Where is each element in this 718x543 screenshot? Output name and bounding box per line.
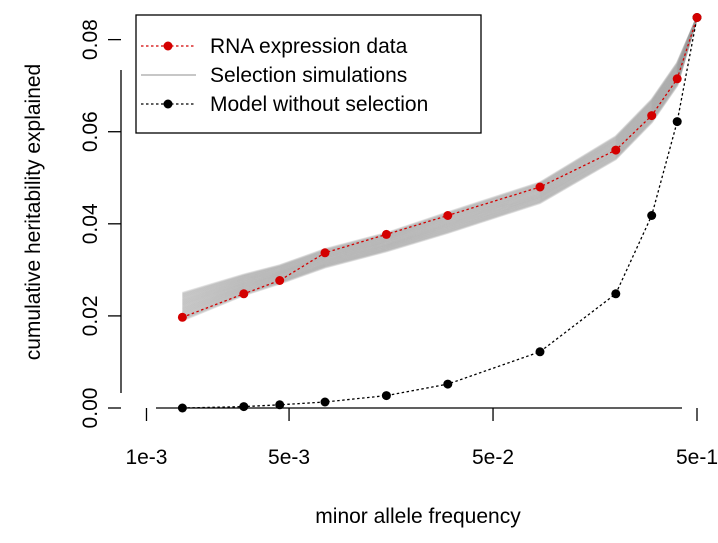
simulation-curve-7	[181, 17, 699, 317]
series-2-point-1	[239, 402, 249, 412]
x-tick-label-0: 1e-3	[125, 446, 167, 469]
legend-label-simulations: Selection simulations	[210, 64, 407, 87]
simulation-curve-14	[182, 17, 699, 312]
axes: 1e-3 5e-3 5e-2 5e-1 0.00 0.02 0.04 0.06 0.08	[79, 19, 718, 469]
simulation-curve-16	[182, 17, 699, 311]
series-2-point-4	[381, 391, 391, 401]
y-tick-label-2: 0.04	[79, 203, 102, 244]
simulation-curve-20	[182, 17, 699, 308]
series-0-point-3	[320, 248, 330, 258]
series-0-point-10	[692, 13, 702, 22]
simulation-curve-9	[182, 17, 699, 316]
legend-label-no-selection: Model without selection	[210, 93, 428, 116]
legend-marker-no-selection	[163, 99, 173, 109]
series-layer	[177, 13, 702, 413]
legend-item-rna: RNA expression data	[141, 35, 408, 58]
y-tick-label-3: 0.06	[79, 111, 102, 152]
series-0-point-2	[275, 276, 285, 285]
simulation-curve-18	[182, 17, 699, 309]
simulation-curve-17	[182, 17, 699, 310]
series-2-point-5	[443, 379, 453, 389]
series-0-point-9	[672, 74, 682, 84]
simulation-curve-22	[182, 17, 699, 306]
y-tick-label-4: 0.08	[79, 19, 102, 60]
simulation-curve-24	[182, 17, 699, 305]
simulation-curve-1	[181, 17, 699, 321]
simulation-curve-23	[182, 17, 699, 306]
series-0-point-4	[381, 229, 391, 239]
legend-marker-rna	[163, 41, 173, 51]
simulation-curve-0	[181, 17, 699, 322]
x-tick-label-3: 5e-1	[676, 446, 718, 469]
series-0-point-0	[177, 312, 187, 322]
series-2-point-7	[611, 289, 621, 299]
series-2-point-8	[647, 211, 657, 220]
series-0-point-7	[611, 145, 621, 155]
y-tick-label-0: 0.00	[79, 388, 102, 429]
series-2-point-9	[672, 117, 682, 127]
simulation-curve-15	[182, 17, 699, 311]
series-2-point-2	[275, 400, 285, 410]
simulation-curve-3	[181, 17, 699, 320]
legend-box	[135, 14, 482, 134]
legend-item-no-selection: Model without selection	[141, 93, 428, 116]
series-2-point-3	[320, 397, 330, 407]
legend-item-simulations: Selection simulations	[141, 64, 407, 87]
y-axis-title: cumulative heritability explained	[22, 64, 45, 361]
x-tick-label-1: 5e-3	[268, 446, 310, 469]
y-tick-label-1: 0.02	[79, 295, 102, 336]
simulation-curve-2	[181, 17, 699, 321]
simulation-curve-19	[182, 17, 699, 309]
x-tick-label-2: 5e-2	[472, 446, 514, 469]
series-0	[177, 13, 702, 322]
x-axis-title: minor allele frequency	[315, 505, 521, 528]
series-0-point-8	[647, 111, 657, 121]
simulation-curve-21	[182, 17, 699, 307]
simulation-curve-8	[182, 17, 699, 316]
series-0-point-6	[535, 182, 545, 192]
series-0-point-1	[239, 289, 249, 299]
series-2-point-6	[535, 347, 545, 357]
series-0-point-5	[443, 211, 453, 220]
legend-label-rna: RNA expression data	[210, 35, 408, 58]
legend: RNA expression data Selection simulation…	[135, 14, 482, 134]
